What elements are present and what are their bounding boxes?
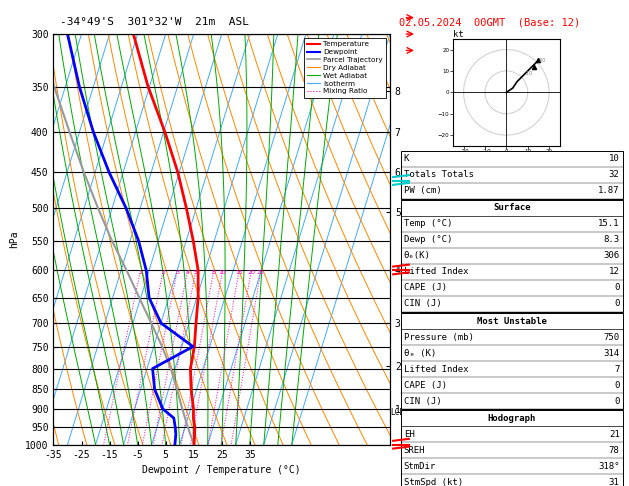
Text: 750: 750 — [603, 332, 620, 342]
Text: 314: 314 — [603, 348, 620, 358]
Text: 7: 7 — [614, 364, 620, 374]
Text: 5: 5 — [194, 270, 198, 276]
Text: 25: 25 — [257, 270, 265, 276]
Text: 306: 306 — [603, 251, 620, 260]
Text: LCL: LCL — [390, 408, 404, 417]
Text: Dewp (°C): Dewp (°C) — [404, 235, 452, 244]
Text: SREH: SREH — [404, 446, 425, 455]
Text: 1: 1 — [138, 270, 142, 276]
Text: 10: 10 — [609, 154, 620, 163]
Text: -34°49'S  301°32'W  21m  ASL: -34°49'S 301°32'W 21m ASL — [60, 17, 248, 27]
Text: CIN (J): CIN (J) — [404, 299, 442, 309]
Text: PW (cm): PW (cm) — [404, 186, 442, 195]
Text: 31: 31 — [609, 478, 620, 486]
Text: © weatheronline.co.uk: © weatheronline.co.uk — [401, 470, 506, 480]
Text: θₑ(K): θₑ(K) — [404, 251, 431, 260]
Text: Lifted Index: Lifted Index — [404, 364, 469, 374]
Text: StmDir: StmDir — [404, 462, 436, 471]
Text: 8: 8 — [212, 270, 216, 276]
Text: CAPE (J): CAPE (J) — [404, 283, 447, 293]
Legend: Temperature, Dewpoint, Parcel Trajectory, Dry Adiabat, Wet Adiabat, Isotherm, Mi: Temperature, Dewpoint, Parcel Trajectory… — [304, 37, 386, 98]
Text: Lifted Index: Lifted Index — [404, 267, 469, 277]
Text: 0: 0 — [614, 381, 620, 390]
Text: kt: kt — [453, 30, 464, 39]
Text: 3: 3 — [175, 270, 179, 276]
Text: 10: 10 — [523, 71, 533, 76]
Text: StmSpd (kt): StmSpd (kt) — [404, 478, 463, 486]
Text: 15: 15 — [235, 270, 243, 276]
Text: Hodograph: Hodograph — [487, 414, 536, 423]
Text: 20: 20 — [247, 270, 255, 276]
Text: 0: 0 — [614, 299, 620, 309]
Text: 30: 30 — [537, 58, 545, 63]
Text: 0: 0 — [614, 397, 620, 406]
Text: CIN (J): CIN (J) — [404, 397, 442, 406]
Text: CAPE (J): CAPE (J) — [404, 381, 447, 390]
X-axis label: Dewpoint / Temperature (°C): Dewpoint / Temperature (°C) — [142, 465, 301, 475]
Y-axis label: km
ASL: km ASL — [404, 220, 420, 239]
Text: 32: 32 — [609, 170, 620, 179]
Text: θₑ (K): θₑ (K) — [404, 348, 436, 358]
Text: 2: 2 — [161, 270, 165, 276]
Text: EH: EH — [404, 430, 415, 439]
Text: 21: 21 — [609, 430, 620, 439]
Text: 8.3: 8.3 — [603, 235, 620, 244]
Text: 15.1: 15.1 — [598, 219, 620, 228]
Text: K: K — [404, 154, 409, 163]
Text: Pressure (mb): Pressure (mb) — [404, 332, 474, 342]
Text: 1.87: 1.87 — [598, 186, 620, 195]
Text: Most Unstable: Most Unstable — [477, 316, 547, 326]
Text: Surface: Surface — [493, 203, 530, 212]
Y-axis label: hPa: hPa — [9, 230, 19, 248]
Text: 0: 0 — [614, 283, 620, 293]
Text: 02.05.2024  00GMT  (Base: 12): 02.05.2024 00GMT (Base: 12) — [399, 17, 581, 27]
Text: 12: 12 — [609, 267, 620, 277]
Text: Totals Totals: Totals Totals — [404, 170, 474, 179]
Text: 10: 10 — [219, 270, 226, 276]
Text: 78: 78 — [609, 446, 620, 455]
Text: Temp (°C): Temp (°C) — [404, 219, 452, 228]
Text: 318°: 318° — [598, 462, 620, 471]
Text: 4: 4 — [186, 270, 189, 276]
